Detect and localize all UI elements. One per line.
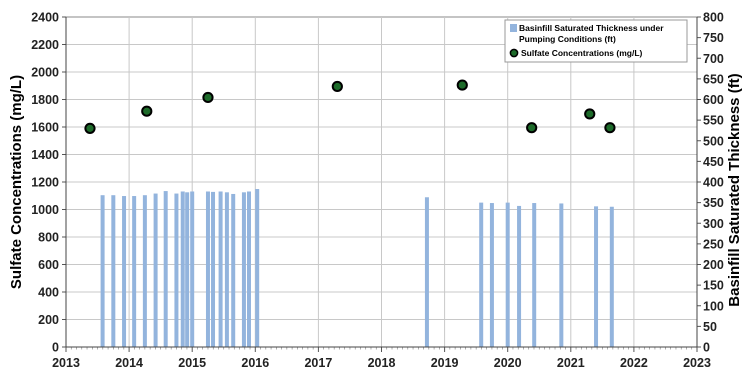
thickness-bar: [517, 205, 522, 347]
thickness-bar: [231, 193, 236, 347]
thickness-bar: [205, 191, 210, 347]
legend-box: [504, 19, 688, 63]
thickness-bar: [532, 203, 537, 347]
sulfate-point: [526, 122, 538, 134]
thickness-bar: [505, 202, 510, 347]
thickness-bar: [180, 191, 185, 347]
right-tick-label: 750: [703, 31, 724, 45]
x-tick-label: 2021: [557, 356, 585, 370]
x-tick-label: 2017: [304, 356, 332, 370]
left-tick-label: 1400: [31, 148, 59, 162]
sulfate-point: [84, 122, 96, 134]
left-tick-label: 2000: [31, 66, 59, 80]
sulfate-point: [456, 79, 468, 91]
thickness-bar: [142, 195, 147, 347]
x-tick-label: 2020: [494, 356, 522, 370]
left-tick-label: 2400: [31, 11, 59, 25]
legend-bar-label-cont: Pumping Conditions (ft): [519, 34, 616, 44]
left-tick-label: 400: [38, 286, 59, 300]
right-tick-label: 650: [703, 72, 724, 86]
thickness-bar: [255, 189, 260, 347]
thickness-bar: [241, 192, 246, 347]
thickness-bar: [122, 196, 127, 347]
thickness-bar: [246, 191, 251, 347]
x-tick-label: 2016: [241, 356, 269, 370]
left-tick-label: 1600: [31, 121, 59, 135]
right-tick-label: 350: [703, 196, 724, 210]
sulfate-point: [604, 122, 616, 134]
right-tick-label: 150: [703, 279, 724, 293]
right-tick-label: 250: [703, 237, 724, 251]
thickness-bar: [218, 191, 223, 347]
right-tick-label: 0: [703, 341, 710, 355]
thickness-bar: [163, 191, 168, 347]
sulfate-point: [584, 108, 596, 120]
x-tick-label: 2015: [178, 356, 206, 370]
right-tick-label: 50: [703, 320, 717, 334]
right-tick-label: 100: [703, 299, 724, 313]
thickness-bar: [190, 191, 195, 347]
left-tick-label: 600: [38, 258, 59, 272]
x-tick-label: 2019: [431, 356, 459, 370]
thickness-bar: [424, 197, 429, 347]
sulfate-point: [331, 80, 343, 93]
thickness-bars: [100, 189, 614, 347]
right-tick-label: 400: [703, 176, 724, 190]
right-axis-label: Basinfill Saturated Thickness (ft): [726, 73, 743, 306]
legend: Basinfill Saturated Thickness under Pump…: [504, 19, 688, 63]
right-tick-label: 600: [703, 93, 724, 107]
left-tick-label: 1800: [31, 93, 59, 107]
right-tick-label: 700: [703, 52, 724, 66]
axes: 0200400600800100012001400160018002000220…: [31, 11, 724, 371]
left-tick-label: 0: [52, 341, 59, 355]
left-tick-label: 200: [38, 313, 59, 327]
thickness-bar: [479, 202, 484, 347]
thickness-bar: [559, 203, 564, 347]
thickness-bar: [132, 196, 137, 347]
legend-dot-swatch: [509, 48, 519, 58]
x-tick-label: 2023: [683, 356, 711, 370]
thickness-bar: [224, 192, 229, 347]
thickness-bar: [489, 203, 494, 347]
sulfate-point: [141, 105, 153, 117]
legend-dot-label: Sulfate Concentrations (mg/L): [521, 48, 643, 58]
thickness-bar: [111, 195, 116, 347]
x-tick-label: 2018: [368, 356, 396, 370]
sulfate-points: [84, 79, 616, 134]
left-tick-label: 800: [38, 231, 59, 245]
right-tick-label: 500: [703, 134, 724, 148]
legend-bar-swatch: [510, 24, 517, 32]
thickness-bar: [594, 206, 599, 347]
x-tick-label: 2014: [115, 356, 143, 370]
right-tick-label: 550: [703, 114, 724, 128]
right-tick-label: 200: [703, 258, 724, 272]
left-tick-label: 2200: [31, 38, 59, 52]
sulfate-point: [202, 91, 214, 104]
grid: [65, 16, 698, 348]
x-tick-label: 2013: [52, 356, 80, 370]
legend-bar-label: Basinfill Saturated Thickness under: [519, 23, 664, 33]
left-tick-label: 1200: [31, 176, 59, 190]
left-axis-label: Sulfate Concentrations (mg/L): [8, 75, 25, 289]
thickness-bar: [174, 193, 179, 347]
left-tick-label: 1000: [31, 203, 59, 217]
right-tick-label: 800: [703, 11, 724, 25]
x-tick-label: 2022: [620, 356, 648, 370]
right-tick-label: 450: [703, 155, 724, 169]
thickness-bar: [211, 191, 216, 347]
thickness-bar: [100, 195, 105, 347]
right-tick-label: 300: [703, 217, 724, 231]
thickness-bar: [609, 206, 614, 347]
thickness-bar: [185, 192, 190, 347]
thickness-bar: [153, 193, 158, 347]
